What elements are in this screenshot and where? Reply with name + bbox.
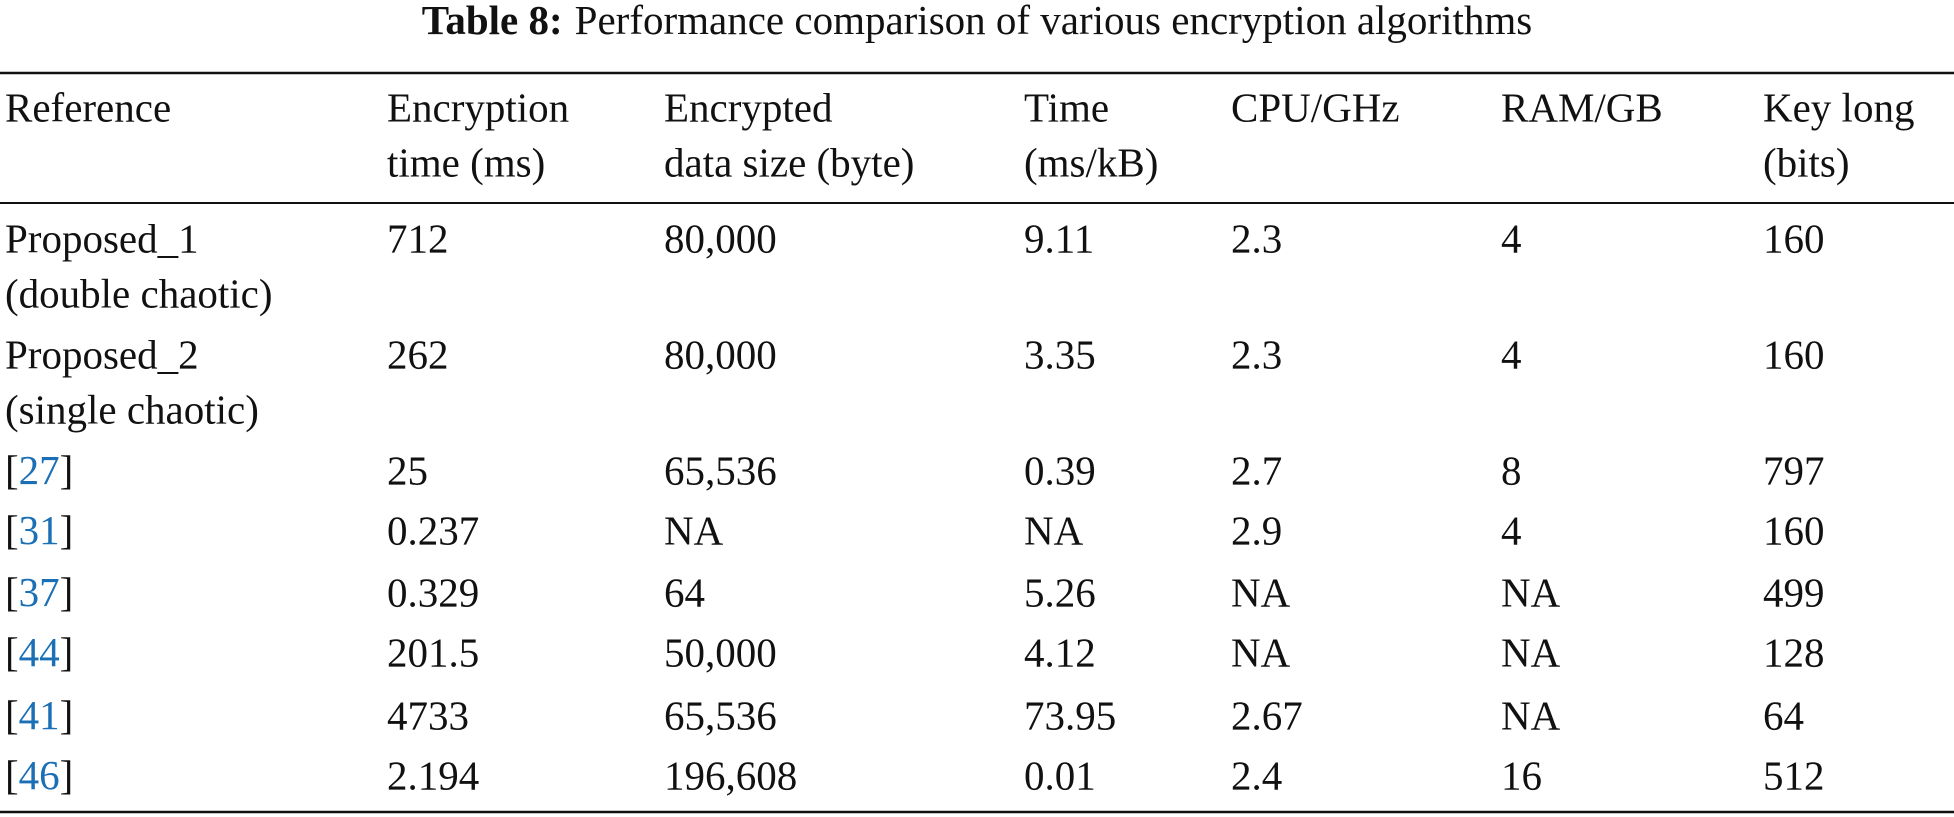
reference-cell: [41] bbox=[5, 692, 73, 738]
table-cell: 65,536 bbox=[664, 692, 777, 738]
table-cell: 4733 bbox=[387, 692, 469, 738]
table-cell: 0.39 bbox=[1024, 447, 1096, 493]
header-cell: Time bbox=[1024, 84, 1109, 130]
table-cell: 2.9 bbox=[1231, 507, 1282, 553]
table-cell: 73.95 bbox=[1024, 692, 1116, 738]
table-caption: Table 8: Performance comparison of variou… bbox=[422, 0, 1532, 43]
citation-link[interactable]: 31 bbox=[19, 507, 60, 553]
reference-cell: [31] bbox=[5, 507, 73, 553]
citation-link[interactable]: 46 bbox=[19, 752, 60, 798]
table-cell: 64 bbox=[1763, 692, 1804, 738]
table-cell: 5.26 bbox=[1024, 569, 1096, 615]
table-cell: 797 bbox=[1763, 447, 1825, 493]
bracket: [ bbox=[5, 507, 19, 553]
header-cell: CPU/GHz bbox=[1231, 84, 1400, 130]
table-cell: 4 bbox=[1501, 215, 1522, 261]
table-cell: 712 bbox=[387, 215, 449, 261]
table-cell: 2.67 bbox=[1231, 692, 1303, 738]
bracket: ] bbox=[60, 507, 74, 553]
table-cell: 196,608 bbox=[664, 752, 797, 798]
table-cell: 25 bbox=[387, 447, 428, 493]
table-cell: 4 bbox=[1501, 507, 1522, 553]
bracket: [ bbox=[5, 569, 19, 615]
table-cell: 4 bbox=[1501, 331, 1522, 377]
table-cell: 4.12 bbox=[1024, 629, 1096, 675]
citation-link[interactable]: 41 bbox=[19, 692, 60, 738]
bracket: [ bbox=[5, 692, 19, 738]
header-cell: data size (byte) bbox=[664, 139, 914, 185]
header-cell: time (ms) bbox=[387, 139, 545, 185]
table-cell: NA bbox=[1501, 629, 1561, 675]
table-cell: 0.01 bbox=[1024, 752, 1096, 798]
reference-cell: Proposed_2 bbox=[5, 331, 199, 377]
bracket: ] bbox=[60, 569, 74, 615]
reference-cell: (single chaotic) bbox=[5, 386, 259, 432]
table-cell: NA bbox=[1501, 692, 1561, 738]
table-cell: 80,000 bbox=[664, 215, 777, 261]
caption-label: Table 8: bbox=[422, 0, 563, 43]
header-cell: (bits) bbox=[1763, 139, 1850, 185]
header-cell: Key long bbox=[1763, 84, 1914, 130]
table-cell: NA bbox=[664, 507, 724, 553]
citation-link[interactable]: 44 bbox=[19, 629, 60, 675]
table-cell: NA bbox=[1501, 569, 1561, 615]
table-cell: 0.237 bbox=[387, 507, 479, 553]
table-cell: 8 bbox=[1501, 447, 1522, 493]
table-cell: 3.35 bbox=[1024, 331, 1096, 377]
citation-link[interactable]: 37 bbox=[19, 569, 60, 615]
reference-cell: (double chaotic) bbox=[5, 270, 273, 316]
table-cell: 262 bbox=[387, 331, 449, 377]
caption-text: Performance comparison of various encryp… bbox=[575, 0, 1533, 43]
table-cell: NA bbox=[1231, 629, 1291, 675]
table-cell: 160 bbox=[1763, 215, 1825, 261]
table-cell: 160 bbox=[1763, 507, 1825, 553]
table-cell: 2.4 bbox=[1231, 752, 1282, 798]
bracket: [ bbox=[5, 629, 19, 675]
table-cell: 160 bbox=[1763, 331, 1825, 377]
bracket: [ bbox=[5, 752, 19, 798]
header-cell: Encrypted bbox=[664, 84, 832, 130]
header-cell: Encryption bbox=[387, 84, 569, 130]
table-cell: 64 bbox=[664, 569, 705, 615]
table-cell: 65,536 bbox=[664, 447, 777, 493]
table-cell: 499 bbox=[1763, 569, 1825, 615]
reference-cell: [46] bbox=[5, 752, 73, 798]
table-cell: 50,000 bbox=[664, 629, 777, 675]
reference-cell: [37] bbox=[5, 569, 73, 615]
header-cell: RAM/GB bbox=[1501, 84, 1663, 130]
table-cell: 2.194 bbox=[387, 752, 479, 798]
table-cell: 16 bbox=[1501, 752, 1542, 798]
table-cell: 2.3 bbox=[1231, 215, 1282, 261]
bracket: ] bbox=[60, 629, 74, 675]
table-cell: 128 bbox=[1763, 629, 1825, 675]
bracket: ] bbox=[60, 447, 74, 493]
table-cell: 2.3 bbox=[1231, 331, 1282, 377]
table-cell: NA bbox=[1231, 569, 1291, 615]
table-cell: 512 bbox=[1763, 752, 1825, 798]
header-cell: Reference bbox=[5, 84, 171, 130]
citation-link[interactable]: 27 bbox=[19, 447, 60, 493]
bracket: [ bbox=[5, 447, 19, 493]
bracket: ] bbox=[60, 752, 74, 798]
table-cell: 2.7 bbox=[1231, 447, 1282, 493]
reference-cell: [27] bbox=[5, 447, 73, 493]
table-cell: 201.5 bbox=[387, 629, 479, 675]
reference-cell: [44] bbox=[5, 629, 73, 675]
reference-cell: Proposed_1 bbox=[5, 215, 199, 261]
table-cell: 9.11 bbox=[1024, 215, 1094, 261]
table-cell: 0.329 bbox=[387, 569, 479, 615]
bracket: ] bbox=[60, 692, 74, 738]
table-cell: 80,000 bbox=[664, 331, 777, 377]
table-cell: NA bbox=[1024, 507, 1084, 553]
header-cell: (ms/kB) bbox=[1024, 139, 1158, 185]
